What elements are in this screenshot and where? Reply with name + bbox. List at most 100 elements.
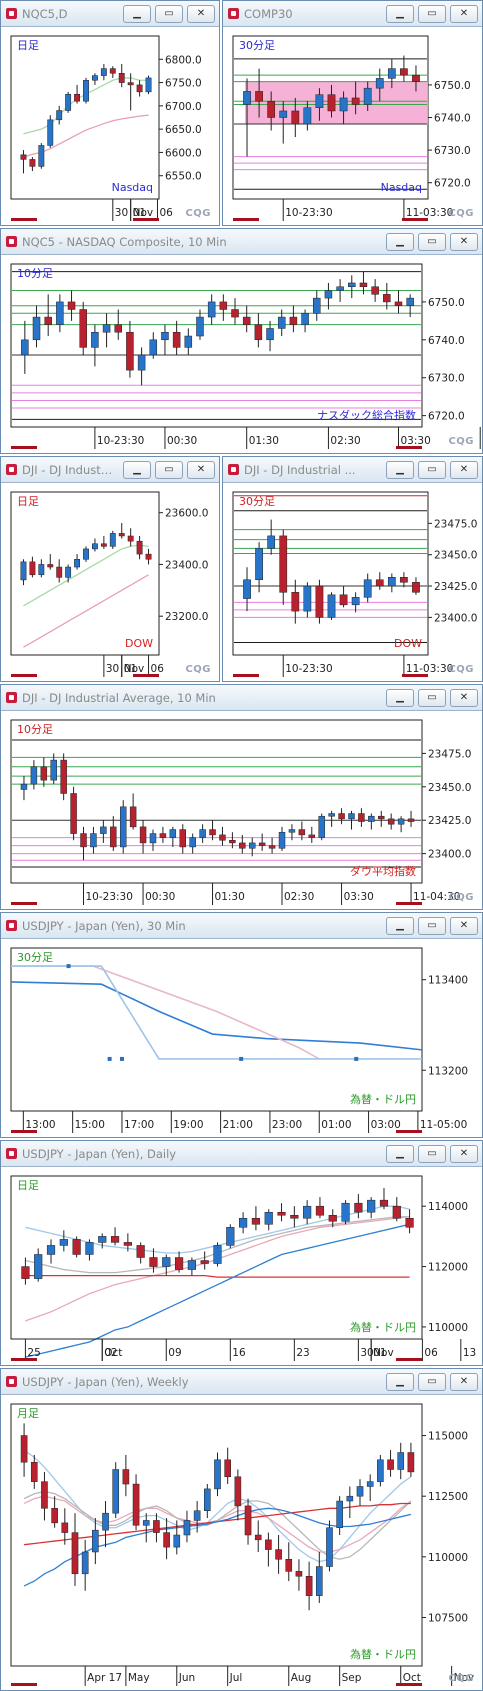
candle-up <box>38 564 45 576</box>
candle-down <box>145 553 152 560</box>
candle-down <box>289 316 298 325</box>
candle-down <box>44 316 52 325</box>
dow-30min-window[interactable]: DJI - DJ Industrial ... ▁ ▭ ✕ 23475.0 23450.0… <box>222 456 483 682</box>
x-tick-label: 13 <box>463 1347 476 1359</box>
candle-down <box>30 1461 38 1482</box>
minimize-button[interactable]: ▁ <box>386 689 414 707</box>
candle-down <box>392 1205 401 1219</box>
window-title: USDJPY - Japan (Yen), 30 Min <box>22 919 186 933</box>
candle-down <box>275 1549 282 1560</box>
restore-button[interactable]: ▭ <box>418 689 446 707</box>
candle-down <box>267 100 276 118</box>
title-bar[interactable]: COMP30 ▁ ▭ ✕ <box>223 1 482 27</box>
x-tick-label: 01 <box>124 663 137 675</box>
scroll-chip-right <box>402 674 428 677</box>
candle-down <box>400 577 408 583</box>
x-tick-label: 02 <box>104 1347 117 1359</box>
minimize-button[interactable]: ▁ <box>386 1145 414 1163</box>
minimize-button[interactable]: ▁ <box>386 461 414 479</box>
close-button[interactable]: ✕ <box>450 917 478 935</box>
y-tick-label: 23475.0 <box>434 518 477 530</box>
y-tick-label: 6740.0 <box>434 113 471 125</box>
restore-button[interactable]: ▭ <box>418 461 446 479</box>
candle-down <box>351 97 360 105</box>
candle-up <box>387 577 396 587</box>
close-button[interactable]: ✕ <box>187 461 215 479</box>
candle-down <box>132 1483 140 1526</box>
candle-down <box>338 813 345 820</box>
scroll-chip-left <box>11 218 37 221</box>
x-tick-label: 11-04:30 <box>413 891 460 903</box>
candle-down <box>277 1211 286 1216</box>
candle-down <box>234 1476 242 1507</box>
app-icon <box>6 692 17 703</box>
candle-down <box>255 91 263 102</box>
comp30-window[interactable]: COMP30 ▁ ▭ ✕ 6750.0 6740.0 6730.0 6720.0 10-23:3… <box>222 0 483 226</box>
dow-10min-window[interactable]: DJI - DJ Industrial Average, 10 Min ▁ ▭ ✕ 23… <box>0 684 483 910</box>
candle-up <box>92 75 98 81</box>
title-bar[interactable]: DJI - DJ Industrial ... ▁▭✕ <box>223 457 482 483</box>
title-bar[interactable]: USDJPY - Japan (Yen), Weekly ▁ ▭ ✕ <box>1 1369 482 1395</box>
x-tick-label: 03:30 <box>400 435 430 447</box>
restore-button[interactable]: ▭ <box>418 233 446 251</box>
candle-up <box>387 68 396 79</box>
dow-daily-window[interactable]: DJI - DJ Industrial ... ▁▭✕ 23600.0 23400.0… <box>0 456 220 682</box>
candle-down <box>51 1508 58 1524</box>
restore-button[interactable]: ▭ <box>418 917 446 935</box>
candle-up <box>21 339 29 356</box>
minimize-button[interactable]: ▁ <box>123 461 151 479</box>
candle-up <box>20 561 27 581</box>
usdjpy-daily-window[interactable]: USDJPY - Japan (Yen), Daily ▁ ▭ ✕ 114000 1120… <box>0 1140 483 1366</box>
chart-note-label: DOW <box>394 637 422 650</box>
title-bar[interactable]: USDJPY - Japan (Yen), 30 Min ▁ ▭ ✕ <box>1 913 482 939</box>
chart-area: 113400 113200 13:00 15:00 17:00 19:00 21:00 23:… <box>5 942 478 1133</box>
scroll-chip-right <box>396 1683 422 1686</box>
title-bar[interactable]: DJI - DJ Industrial ... ▁▭✕ <box>1 457 219 483</box>
candle-up <box>119 806 127 848</box>
candle-down <box>139 826 147 844</box>
candle-up <box>239 1218 248 1228</box>
restore-button[interactable]: ▭ <box>155 5 183 23</box>
candle-down <box>159 833 167 838</box>
candle-up <box>324 290 333 299</box>
candle-down <box>118 73 125 83</box>
usdjpy-weekly-window[interactable]: USDJPY - Japan (Yen), Weekly ▁ ▭ ✕ 115000 112… <box>0 1368 483 1691</box>
minimize-button[interactable]: ▁ <box>386 917 414 935</box>
restore-button[interactable]: ▭ <box>155 461 183 479</box>
close-button[interactable]: ✕ <box>450 461 478 479</box>
close-button[interactable]: ✕ <box>450 5 478 23</box>
restore-button[interactable]: ▭ <box>418 5 446 23</box>
period-label: 30分足 <box>17 951 53 964</box>
close-button[interactable]: ✕ <box>450 1145 478 1163</box>
usdjpy-30min-window[interactable]: USDJPY - Japan (Yen), 30 Min ▁ ▭ ✕ 113400 113… <box>0 912 483 1138</box>
close-button[interactable]: ✕ <box>187 5 215 23</box>
period-label: 30分足 <box>239 495 275 508</box>
close-button[interactable]: ✕ <box>450 689 478 707</box>
nasdaq-10min-window[interactable]: NQC5 - NASDAQ Composite, 10 Min ▁ ▭ ✕ 6750.0… <box>0 228 483 454</box>
candle-up <box>243 91 251 105</box>
chart-note-label: 為替・ドル円 <box>350 1092 416 1106</box>
minimize-button[interactable]: ▁ <box>123 5 151 23</box>
minimize-button[interactable]: ▁ <box>386 5 414 23</box>
y-tick-label: 112500 <box>428 1491 468 1503</box>
title-bar[interactable]: NQC5,D ▁ ▭ ✕ <box>1 1 219 27</box>
candle-down <box>200 1260 209 1264</box>
close-button[interactable]: ✕ <box>450 1373 478 1391</box>
minimize-button[interactable]: ▁ <box>386 1373 414 1391</box>
minimize-button[interactable]: ▁ <box>386 233 414 251</box>
candle-down <box>153 1520 160 1533</box>
candle-down <box>371 286 379 295</box>
title-bar[interactable]: USDJPY - Japan (Yen), Daily ▁ ▭ ✕ <box>1 1141 482 1167</box>
x-tick-label: 02:30 <box>330 435 360 447</box>
y-tick-label: 23200.0 <box>165 611 208 623</box>
x-tick-label: Oct <box>403 1672 421 1684</box>
title-bar[interactable]: DJI - DJ Industrial Average, 10 Min ▁ ▭ ✕ <box>1 685 482 711</box>
nasdaq-daily-window[interactable]: NQC5,D ▁ ▭ ✕ 6800.0 6750.0 6700.0 6650.0 6600.0 6… <box>0 0 220 226</box>
title-bar[interactable]: NQC5 - NASDAQ Composite, 10 Min ▁ ▭ ✕ <box>1 229 482 255</box>
x-tick-label: 30 <box>360 1347 373 1359</box>
restore-button[interactable]: ▭ <box>418 1145 446 1163</box>
candle-up <box>277 316 286 329</box>
close-button[interactable]: ✕ <box>450 233 478 251</box>
scroll-chip-right <box>133 674 159 677</box>
restore-button[interactable]: ▭ <box>418 1373 446 1391</box>
